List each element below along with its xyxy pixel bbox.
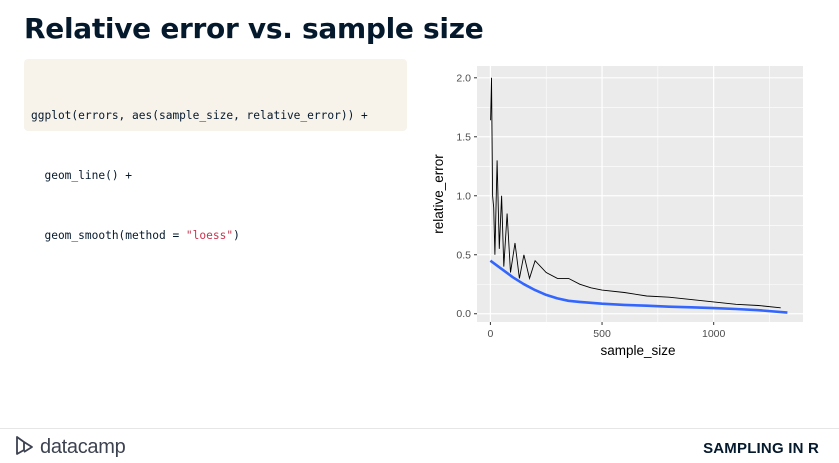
plot-axes: 0.0 0.5 1.0 1.5 2.0 0 500 1000 — [456, 72, 725, 340]
raw-series — [490, 77, 781, 309]
slide-title: Relative error vs. sample size — [24, 12, 484, 45]
plot-grid — [477, 66, 803, 322]
x-axis-label: sample_size — [600, 343, 675, 358]
code-line-3: geom_smooth(method = "loess") — [31, 226, 400, 246]
raw-error-line — [490, 77, 781, 309]
datacamp-logo-icon — [16, 436, 33, 455]
y-tick-label: 1.0 — [456, 190, 471, 202]
code-line-3-suffix: ) — [233, 229, 240, 242]
code-block: ggplot(errors, aes(sample_size, relative… — [24, 59, 407, 242]
code-line-2: geom_line() + — [31, 169, 133, 182]
brand-name: datacamp — [40, 435, 126, 458]
y-tick-label: 1.5 — [456, 131, 471, 143]
y-tick-label: 2.0 — [456, 72, 471, 84]
x-tick-label: 500 — [593, 328, 611, 340]
code-string-literal: "loess" — [185, 229, 234, 242]
y-axis-label: relative_error — [431, 154, 446, 234]
code-line-3-prefix: geom_smooth(method = — [31, 229, 186, 242]
plot-panel — [477, 66, 803, 322]
datacamp-logo: datacamp — [14, 435, 126, 459]
plot-svg: 0.0 0.5 1.0 1.5 2.0 0 500 1000 sample_size rela… — [431, 66, 803, 358]
relative-error-plot: 0.0 0.5 1.0 1.5 2.0 0 500 1000 sample_size rela… — [420, 58, 820, 368]
y-tick-label: 0.5 — [456, 249, 471, 261]
x-tick-label: 0 — [487, 328, 493, 340]
smooth-series — [489, 259, 788, 314]
x-tick-label: 1000 — [702, 328, 726, 340]
course-name: SAMPLING IN R — [703, 440, 819, 457]
code-line-1: ggplot(errors, aes(sample_size, relative… — [31, 109, 368, 122]
loess-smooth-line — [489, 259, 788, 314]
footer-divider — [0, 428, 839, 429]
y-tick-label: 0.0 — [456, 308, 471, 320]
